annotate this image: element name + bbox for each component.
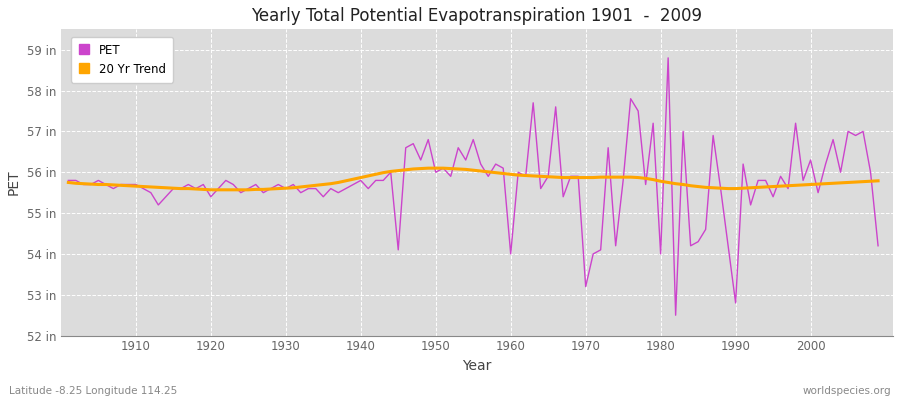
Y-axis label: PET: PET	[7, 170, 21, 195]
Legend: PET, 20 Yr Trend: PET, 20 Yr Trend	[71, 37, 174, 83]
Text: worldspecies.org: worldspecies.org	[803, 386, 891, 396]
Text: Latitude -8.25 Longitude 114.25: Latitude -8.25 Longitude 114.25	[9, 386, 177, 396]
Title: Yearly Total Potential Evapotranspiration 1901  -  2009: Yearly Total Potential Evapotranspiratio…	[251, 7, 703, 25]
X-axis label: Year: Year	[463, 359, 491, 373]
